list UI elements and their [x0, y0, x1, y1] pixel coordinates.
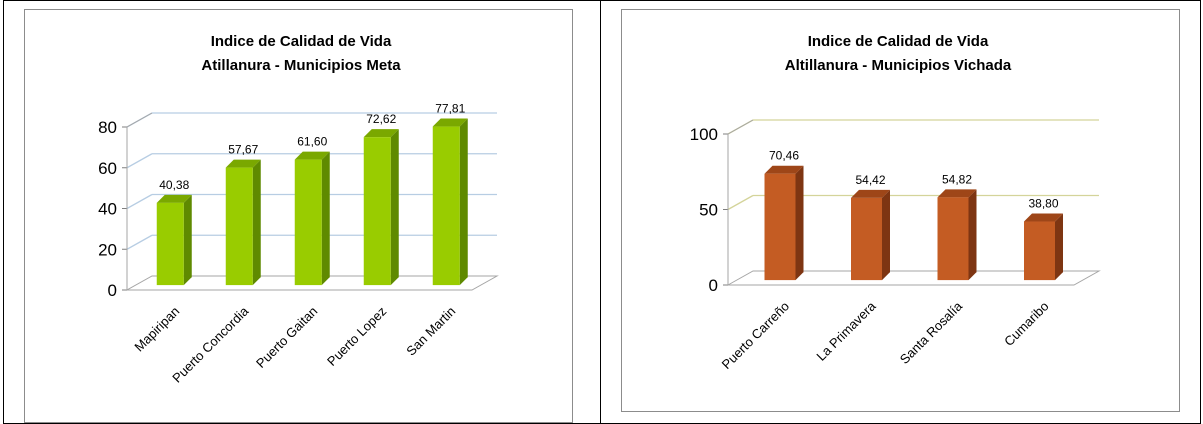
data-label: 38,80	[1028, 197, 1058, 211]
y-axis-depth	[727, 119, 754, 135]
gridline	[126, 153, 153, 169]
bar-side	[795, 165, 804, 281]
y-tick-label: 20	[98, 240, 117, 259]
x-tick-label: Puerto Gaitan	[253, 304, 320, 371]
bar-side	[968, 189, 977, 281]
bar-top	[1024, 213, 1063, 222]
bar-top	[363, 129, 399, 138]
data-label: 40,38	[159, 178, 189, 192]
y-axis-depth	[126, 112, 153, 128]
bar	[937, 189, 977, 281]
data-label: 70,46	[769, 149, 799, 163]
chart-subtitle: Atillanura - Municipios Meta	[201, 57, 401, 74]
bar-top	[851, 189, 890, 198]
floor	[726, 270, 1101, 286]
bar	[432, 118, 468, 286]
data-label: 57,67	[228, 143, 258, 157]
bar-top	[764, 165, 804, 174]
data-label: 54,42	[855, 173, 885, 187]
gridline	[727, 194, 754, 211]
bar-front	[937, 197, 969, 281]
data-label: 72,62	[366, 112, 396, 126]
x-tick-label: Puerto Carreño	[719, 299, 792, 372]
bar	[225, 159, 261, 286]
x-tick-label: Mapiripan	[131, 304, 182, 355]
bar-side	[183, 194, 192, 286]
bar-side	[882, 189, 890, 281]
y-tick-label: 0	[709, 276, 718, 295]
bar-side	[459, 118, 468, 286]
data-label: 54,82	[942, 172, 972, 186]
x-tick-label: San Martin	[403, 304, 458, 359]
bar-side	[1055, 213, 1063, 281]
bar	[363, 129, 399, 286]
bar-front	[225, 167, 253, 286]
y-tick-label: 40	[98, 200, 117, 219]
bar-top	[156, 194, 192, 203]
bar	[156, 194, 192, 286]
x-tick-label: Cumaribo	[1001, 299, 1051, 349]
chart-title: Indice de Calidad de Vida	[808, 33, 989, 50]
chart-vichada: Indice de Calidad de Vida Altillanura - …	[690, 33, 1101, 372]
data-label: 77,81	[435, 102, 465, 116]
x-tick-label: La Primavera	[813, 298, 879, 364]
bar	[851, 189, 890, 281]
chart-title: Indice de Calidad de Vida	[211, 33, 392, 50]
bar-top	[294, 151, 330, 160]
bar-side	[252, 159, 261, 286]
bar-front	[294, 159, 322, 286]
bar-front	[1024, 221, 1055, 281]
bar-side	[321, 151, 330, 286]
y-tick-label: 50	[699, 201, 718, 220]
chart-vichada-container: Indice de Calidad de Vida Altillanura - …	[621, 9, 1180, 412]
bar-side	[390, 129, 399, 286]
bar-front	[851, 197, 882, 281]
bar	[764, 165, 804, 281]
bar-front	[432, 126, 460, 286]
bar-top	[225, 159, 261, 168]
chart-meta: Indice de Calidad de Vida Atillanura - M…	[98, 33, 499, 386]
bar-front	[764, 173, 796, 281]
bar-top	[937, 189, 977, 198]
data-label: 61,60	[297, 135, 327, 149]
x-tick-label: Santa Rosalía	[897, 298, 966, 367]
bar-top	[432, 118, 468, 127]
x-tick-label: Puerto Concordia	[169, 303, 252, 386]
bar	[294, 151, 330, 286]
bar	[1024, 213, 1063, 281]
y-tick-label: 60	[98, 159, 117, 178]
y-tick-label: 80	[98, 118, 117, 137]
gridline	[126, 193, 153, 210]
chart-subtitle: Altillanura - Municipios Vichada	[785, 57, 1012, 74]
chart-meta-container: Indice de Calidad de Vida Atillanura - M…	[24, 9, 573, 423]
bar-front	[156, 202, 184, 286]
y-tick-label: 0	[108, 281, 117, 300]
bar-front	[363, 137, 391, 286]
gridline	[126, 234, 153, 250]
y-tick-label: 100	[690, 125, 718, 144]
x-tick-label: Puerto Lopez	[324, 304, 389, 369]
